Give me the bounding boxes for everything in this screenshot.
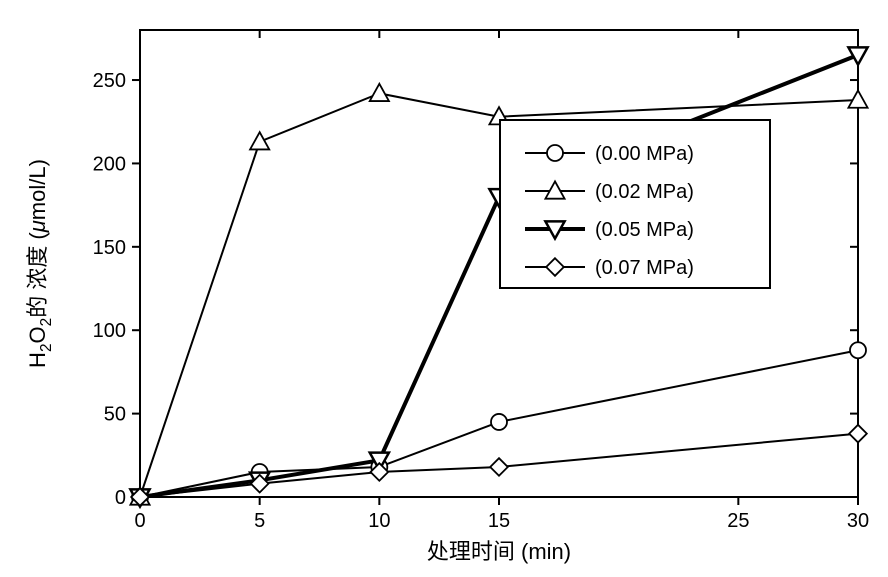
svg-text:200: 200 [93,153,126,175]
svg-text:0: 0 [134,510,145,532]
svg-text:100: 100 [93,320,126,342]
svg-text:25: 25 [727,510,749,532]
svg-text:50: 50 [104,404,126,426]
svg-text:0: 0 [115,487,126,509]
svg-text:(0.02 MPa): (0.02 MPa) [595,181,694,203]
svg-text:处理时间 (min): 处理时间 (min) [427,539,571,564]
chart-container: 0 5 10 15 25 30 0 50 100 150 200 250 处理时间 (min) H2O2的… [0,0,888,577]
svg-text:150: 150 [93,237,126,259]
svg-text:5: 5 [254,510,265,532]
svg-text:(0.07 MPa): (0.07 MPa) [595,257,694,279]
svg-text:10: 10 [368,510,390,532]
line-chart: 0 5 10 15 25 30 0 50 100 150 200 250 处理时间 (min) H2O2的… [0,0,888,577]
svg-text:250: 250 [93,70,126,92]
svg-text:30: 30 [847,510,869,532]
svg-text:H2O2的 浓度 (μmol/L): H2O2的 浓度 (μmol/L) [25,159,55,368]
svg-text:(0.05 MPa): (0.05 MPa) [595,219,694,241]
svg-text:15: 15 [488,510,510,532]
svg-text:(0.00 MPa): (0.00 MPa) [595,143,694,165]
